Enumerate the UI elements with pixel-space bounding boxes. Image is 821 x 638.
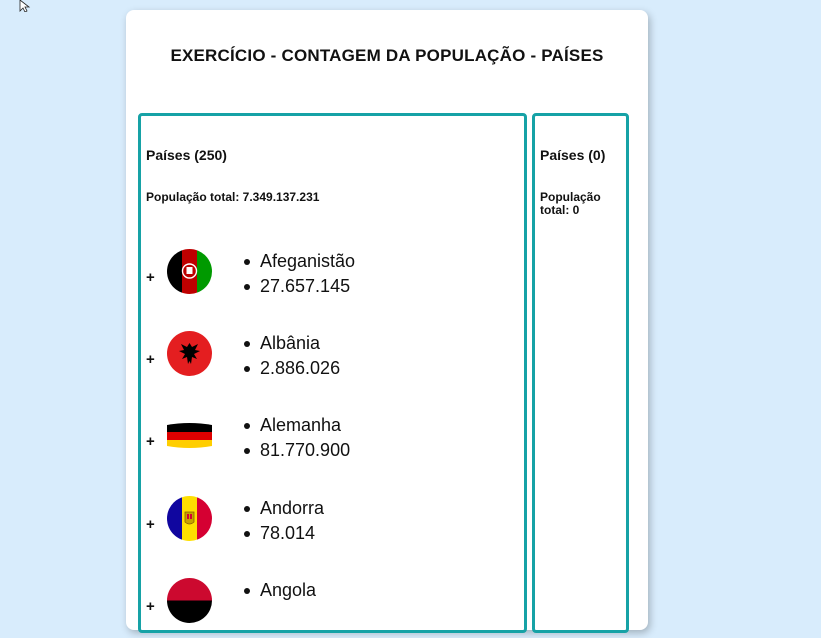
- country-info: Andorra 78.014: [242, 496, 324, 546]
- add-country-button[interactable]: +: [146, 516, 155, 533]
- selected-countries-heading: Países (0): [540, 147, 606, 163]
- country-item[interactable]: + Afeganistão 27.657.145: [146, 249, 516, 309]
- add-country-button[interactable]: +: [146, 351, 155, 368]
- country-item[interactable]: + Alemanha 81.770.900: [146, 413, 516, 473]
- germany-flag-icon: [167, 423, 212, 448]
- add-country-button[interactable]: +: [146, 598, 155, 615]
- countries-heading: Países (250): [146, 147, 227, 163]
- country-name: Afeganistão: [242, 249, 355, 274]
- countries-panel: Países (250) População total: 7.349.137.…: [138, 113, 527, 633]
- country-population: 2.886.026: [242, 356, 340, 381]
- selected-total-population: População total: 0: [540, 190, 601, 217]
- country-population: 27.657.145: [242, 274, 355, 299]
- afghanistan-flag-icon: [167, 249, 212, 294]
- country-item[interactable]: + Angola: [146, 578, 516, 638]
- country-name: Albânia: [242, 331, 340, 356]
- country-info: Afeganistão 27.657.145: [242, 249, 355, 299]
- angola-flag-icon: [167, 578, 212, 623]
- country-item[interactable]: + Andorra 78.014: [146, 496, 516, 556]
- country-population: 78.014: [242, 521, 324, 546]
- page-title: EXERCÍCIO - CONTAGEM DA POPULAÇÃO - PAÍS…: [170, 46, 604, 65]
- country-info: Alemanha 81.770.900: [242, 413, 350, 463]
- mouse-cursor-icon: [19, 0, 31, 12]
- country-name: Andorra: [242, 496, 324, 521]
- selected-countries-panel: Países (0) População total: 0: [532, 113, 629, 633]
- country-item[interactable]: + Albânia 2.886.026: [146, 331, 516, 391]
- add-country-button[interactable]: +: [146, 433, 155, 450]
- country-info: Albânia 2.886.026: [242, 331, 340, 381]
- add-country-button[interactable]: +: [146, 269, 155, 286]
- total-population: População total: 7.349.137.231: [146, 190, 320, 204]
- albania-flag-icon: [167, 331, 212, 376]
- main-card: EXERCÍCIO - CONTAGEM DA POPULAÇÃO - PAÍS…: [126, 10, 648, 633]
- country-population: 81.770.900: [242, 438, 350, 463]
- andorra-flag-icon: [167, 496, 212, 541]
- country-name: Alemanha: [242, 413, 350, 438]
